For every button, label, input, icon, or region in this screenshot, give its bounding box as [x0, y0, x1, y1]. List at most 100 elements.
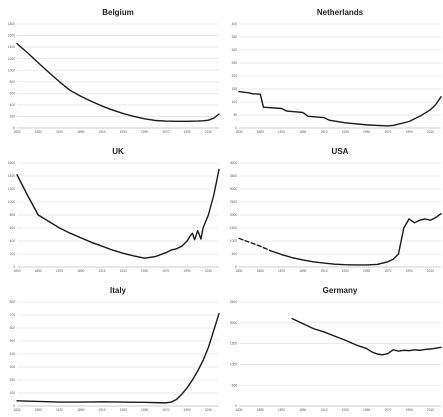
- x-tick-label: 2010: [427, 130, 434, 134]
- x-tick-label: 1830: [13, 130, 20, 134]
- x-tick-label: 1850: [35, 408, 42, 412]
- y-tick-label: 400: [10, 239, 16, 243]
- y-tick-label: 500: [232, 252, 238, 256]
- chart-title: Italy: [110, 286, 127, 295]
- x-tick-label: 1970: [162, 408, 169, 412]
- x-tick-label: 1850: [35, 269, 42, 273]
- x-tick-label: 2010: [205, 130, 212, 134]
- y-tick-label: 200: [10, 115, 16, 119]
- panel-belgium: Belgium 0 200 400 600 800 1000 1200 1400 1600 1800…: [0, 0, 221, 139]
- y-tick-label: 100: [10, 391, 16, 395]
- x-tick-label: 1930: [342, 269, 349, 273]
- y-tick-label: 400: [10, 352, 16, 356]
- y-tick-label: 1400: [8, 174, 15, 178]
- y-tick-label: 150: [232, 87, 238, 91]
- x-tick-label: 2010: [205, 269, 212, 273]
- series-line: [291, 317, 442, 356]
- panel-italy: Italy 0 100 200 300 400 500 600 700 800 1830 1850 18…: [0, 278, 221, 417]
- x-tick-label: 1890: [299, 130, 306, 134]
- x-tick-label: 1870: [278, 130, 285, 134]
- x-tick-label: 1970: [384, 130, 391, 134]
- x-tick-label: 2010: [427, 408, 434, 412]
- x-tick-label: 1990: [184, 269, 191, 273]
- panel-netherlands: Netherlands 0 50 100 150 200 250 300 350 400 1830 1…: [222, 0, 443, 139]
- x-tick-label: 1850: [257, 130, 264, 134]
- x-tick-label: 2010: [427, 269, 434, 273]
- x-tick-label: 1990: [406, 130, 413, 134]
- series-line: [16, 168, 220, 259]
- x-tick-label: 1890: [77, 130, 84, 134]
- y-tick-label: 0: [13, 404, 15, 408]
- y-tick-label: 0: [13, 126, 15, 130]
- y-tick-label: 800: [10, 80, 16, 84]
- y-tick-label: 300: [10, 365, 16, 369]
- x-tick-label: 1970: [162, 269, 169, 273]
- x-tick-label: 1830: [235, 408, 242, 412]
- y-tick-label: 0: [235, 404, 237, 408]
- x-tick-label: 1910: [321, 130, 328, 134]
- y-tick-label: 1800: [8, 22, 15, 26]
- y-tick-label: 600: [10, 326, 16, 330]
- y-tick-label: 200: [10, 252, 16, 256]
- y-tick-label: 50: [233, 113, 237, 117]
- y-tick-label: 0: [235, 126, 237, 130]
- series-line: [16, 313, 220, 404]
- chart-uk: UK 0 200 400 600 800 1000 1200 1400 1600 1830 1850 1…: [8, 147, 220, 273]
- y-tick-label: 200: [10, 378, 16, 382]
- chart-usa: USA 0 500 1000 1500 2000 2500 3000 3500 4000 1830 1…: [230, 147, 442, 273]
- series-line: [16, 42, 220, 123]
- y-tick-label: 3500: [230, 174, 237, 178]
- x-tick-label: 1990: [406, 408, 413, 412]
- x-tick-label: 1910: [99, 269, 106, 273]
- x-tick-label: 1990: [406, 269, 413, 273]
- series-line: [270, 213, 442, 266]
- y-tick-label: 700: [10, 313, 16, 317]
- y-tick-label: 1500: [230, 342, 237, 346]
- x-tick-label: 1950: [141, 269, 148, 273]
- chart-title: UK: [112, 147, 124, 156]
- y-tick-label: 1000: [230, 239, 237, 243]
- panel-uk: UK 0 200 400 600 800 1000 1200 1400 1600 1830 1850 1…: [0, 139, 221, 278]
- y-tick-label: 2500: [230, 200, 237, 204]
- x-tick-label: 1930: [120, 130, 127, 134]
- x-tick-label: 1890: [299, 408, 306, 412]
- x-tick-label: 1870: [278, 269, 285, 273]
- x-tick-label: 1950: [363, 130, 370, 134]
- x-tick-label: 1830: [235, 130, 242, 134]
- chart-title: Germany: [323, 286, 358, 295]
- chart-title: USA: [332, 147, 349, 156]
- y-tick-label: 0: [13, 265, 15, 269]
- chart-title: Belgium: [102, 8, 134, 17]
- y-tick-label: 1600: [8, 34, 15, 38]
- x-tick-label: 1990: [184, 130, 191, 134]
- y-tick-label: 500: [10, 339, 16, 343]
- x-tick-label: 1950: [141, 408, 148, 412]
- x-tick-label: 1910: [321, 408, 328, 412]
- y-tick-label: 200: [232, 74, 238, 78]
- x-tick-label: 1890: [299, 269, 306, 273]
- y-tick-label: 1000: [8, 200, 15, 204]
- panel-germany: Germany 0 500 1000 1500 2000 2500 1830 1850 1870 1…: [222, 278, 443, 417]
- y-tick-label: 350: [232, 35, 238, 39]
- y-tick-label: 1000: [8, 68, 15, 72]
- x-tick-label: 1910: [99, 130, 106, 134]
- y-tick-label: 300: [232, 48, 238, 52]
- x-tick-label: 1850: [257, 408, 264, 412]
- x-tick-label: 1830: [235, 269, 242, 273]
- x-tick-label: 1830: [13, 408, 20, 412]
- x-tick-label: 1930: [342, 408, 349, 412]
- x-tick-label: 1870: [56, 408, 63, 412]
- x-tick-label: 1950: [363, 408, 370, 412]
- y-tick-label: 4000: [230, 161, 237, 165]
- y-tick-label: 1500: [230, 226, 237, 230]
- y-tick-label: 0: [235, 265, 237, 269]
- chart-italy: Italy 0 100 200 300 400 500 600 700 800 1830 1850 18…: [10, 286, 220, 412]
- x-tick-label: 1970: [384, 269, 391, 273]
- y-tick-label: 1000: [230, 363, 237, 367]
- series-line: [238, 90, 442, 127]
- chart-title: Netherlands: [317, 8, 364, 17]
- x-tick-label: 1950: [363, 269, 370, 273]
- x-tick-label: 1910: [321, 269, 328, 273]
- chart-netherlands: Netherlands 0 50 100 150 200 250 300 350 400 1830 1…: [232, 8, 442, 134]
